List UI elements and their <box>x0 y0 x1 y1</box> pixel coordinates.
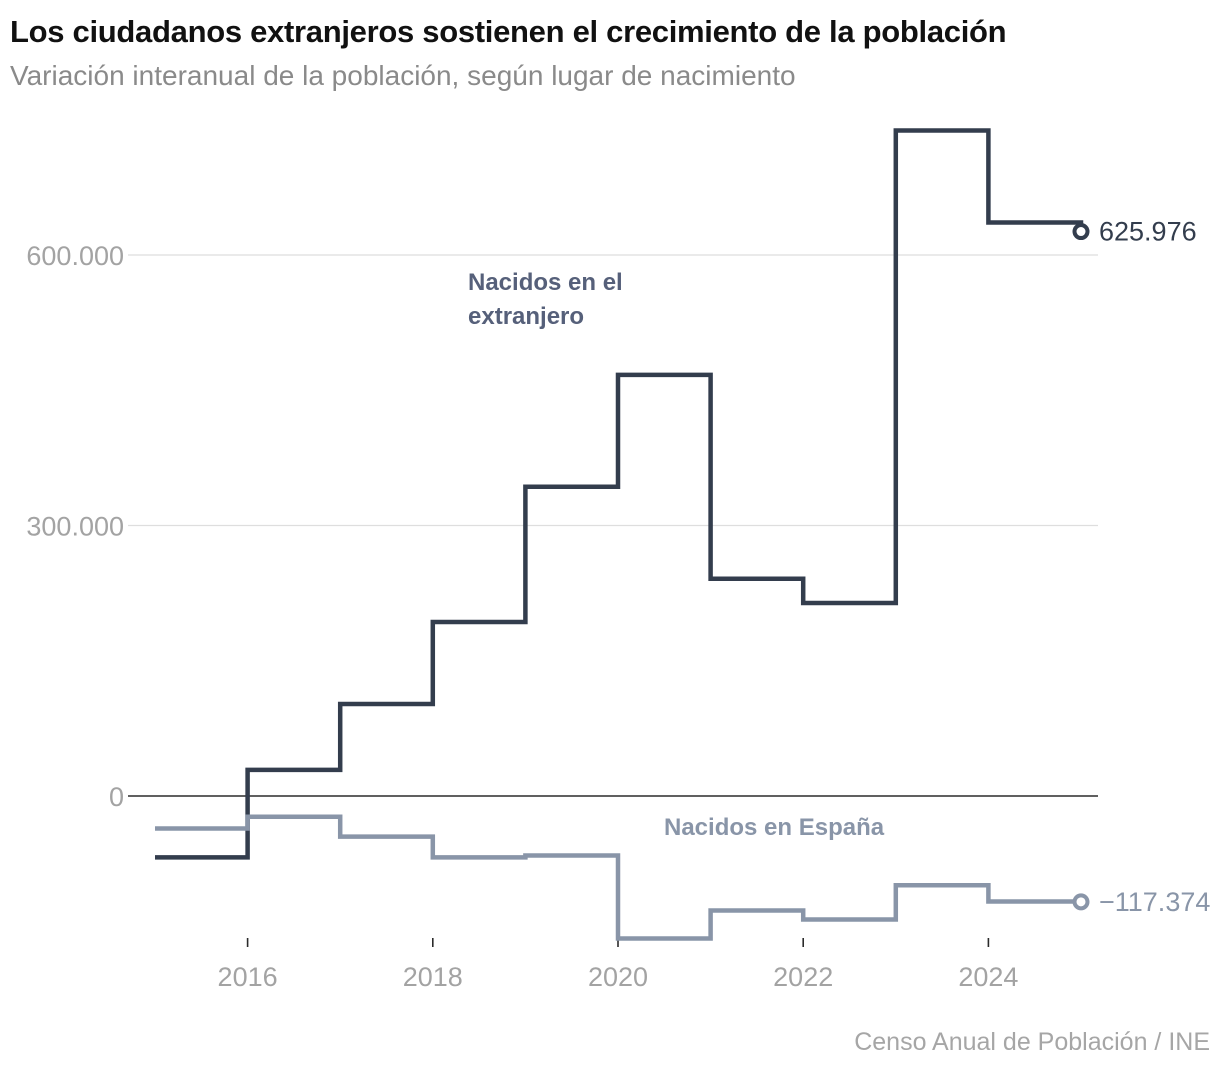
end-value-label-espana: −117.374 <box>1099 887 1210 917</box>
series-label-extranjero: extranjero <box>468 303 584 330</box>
axis-layer: 0 300.000 600.000 2016 2018 2020 2022 2024 <box>26 241 1018 992</box>
x-tick-label: 2018 <box>403 962 463 992</box>
series-layer <box>155 128 1090 941</box>
series-label-extranjero: Nacidos en el <box>468 269 623 296</box>
chart-title: Los ciudadanos extranjeros sostienen el … <box>10 14 1007 49</box>
series-line-espana <box>155 814 1084 941</box>
x-tick-label: 2024 <box>958 962 1018 992</box>
grid-layer <box>128 254 1098 797</box>
series-line-extranjero <box>155 128 1084 860</box>
x-tick-label: 2020 <box>588 962 648 992</box>
series-label-espana: Nacidos en España <box>664 814 885 841</box>
x-tick-label: 2022 <box>773 962 833 992</box>
source-note: Censo Anual de Población / INE <box>854 1028 1210 1056</box>
series-end-marker-espana <box>1072 893 1090 911</box>
y-tick-label: 0 <box>109 782 124 812</box>
y-tick-label: 300.000 <box>26 511 124 541</box>
y-tick-label: 600.000 <box>26 241 124 271</box>
end-value-label-extranjero: 625.976 <box>1099 217 1197 247</box>
chart-subtitle: Variación interanual de la población, se… <box>10 60 796 91</box>
label-layer: 625.976 −117.374 Nacidos en el extranjero Na… <box>468 217 1210 917</box>
x-tick-label: 2016 <box>218 962 278 992</box>
series-end-marker-extranjero <box>1072 223 1090 241</box>
